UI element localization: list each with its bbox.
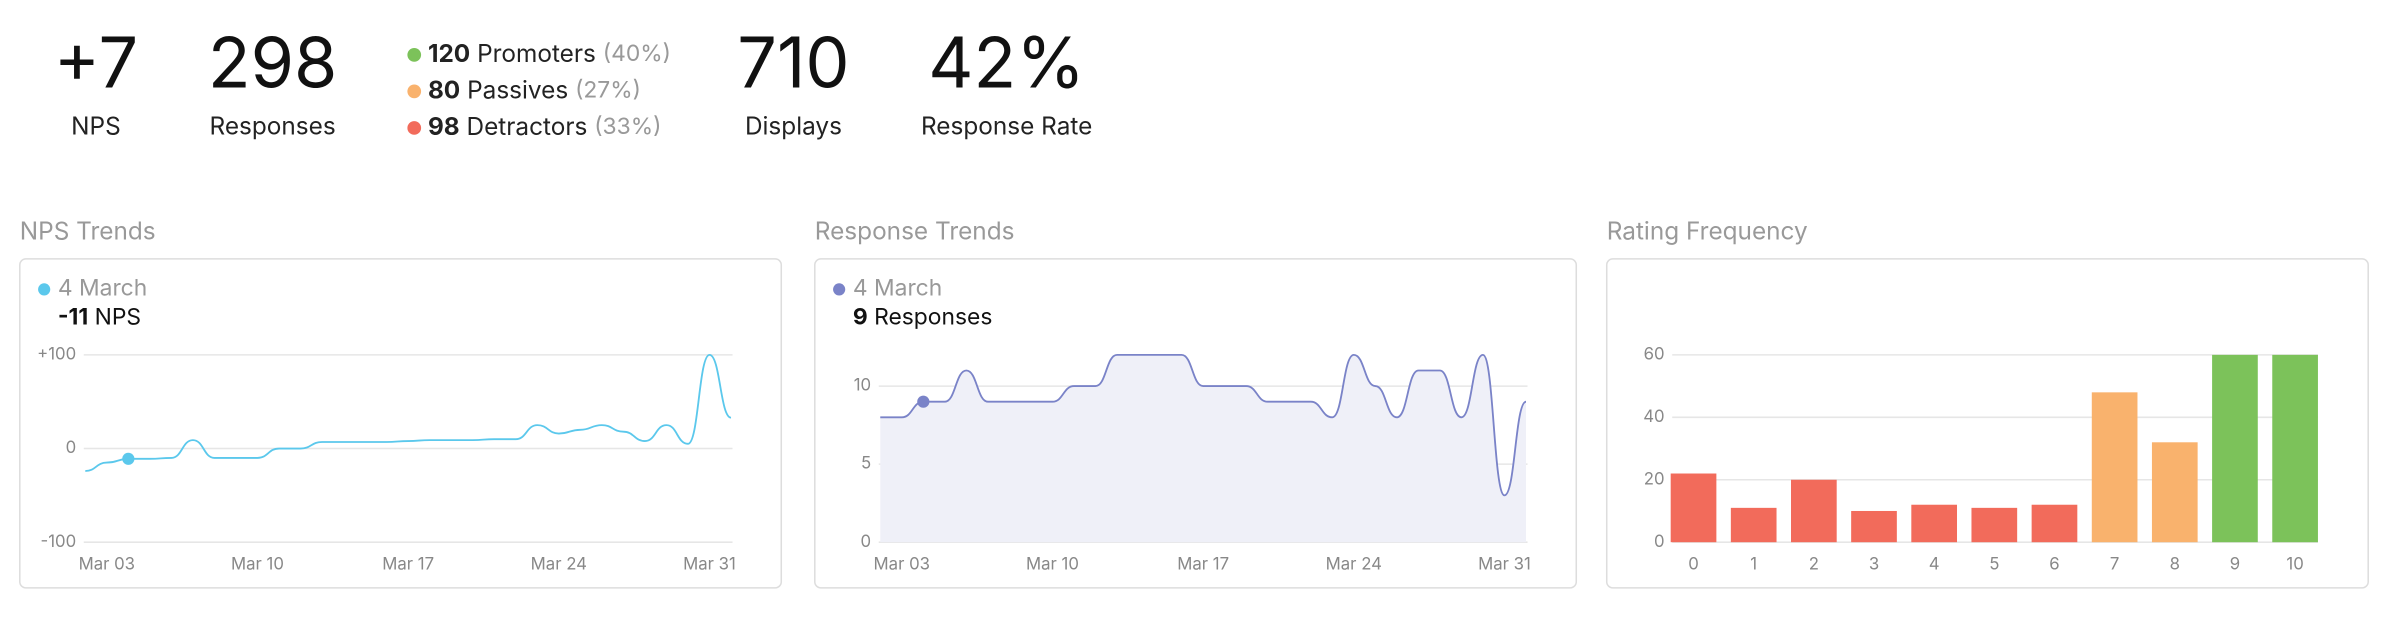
y-tick-label: -100 (40, 532, 76, 552)
y-tick-label: 10 (854, 376, 871, 396)
x-tick-label: 4 (1929, 555, 1940, 575)
stat-value: 42% (928, 20, 1085, 105)
y-tick-label: +100 (37, 344, 76, 364)
y-tick-label: 20 (1644, 469, 1665, 489)
x-tick-label: Mar 17 (382, 555, 434, 575)
x-tick-label: 5 (1989, 555, 1999, 575)
x-tick-label: 10 (2286, 555, 2303, 575)
x-tick-label: 7 (2110, 555, 2119, 575)
panel (814, 258, 1578, 589)
stat-label: Responses (210, 111, 336, 141)
value: -11 (58, 303, 88, 331)
area (880, 354, 1527, 543)
count: 98 (428, 111, 460, 141)
count: 120 (428, 38, 470, 68)
bar (1730, 507, 1777, 543)
x-tick-label: 1 (1750, 555, 1757, 575)
x-tick-label: 9 (2230, 555, 2240, 575)
panel-title: Response Trends (815, 216, 1015, 246)
stat-label: Displays (745, 111, 842, 141)
line (880, 353, 1527, 497)
x-tick-label: Mar 10 (1026, 555, 1079, 575)
y-tick-label: 40 (1643, 407, 1664, 427)
legend-dot (407, 47, 422, 62)
tooltip-date: 4 March (853, 274, 942, 302)
x-tick-label: Mar 17 (1177, 555, 1229, 575)
pct: (40%) (603, 39, 671, 67)
breakdown-item: 80 Passives (27%) (428, 74, 641, 104)
bar (1670, 473, 1717, 543)
tooltip-value: -11 NPS (58, 303, 141, 331)
x-tick-label: Mar 10 (231, 555, 284, 575)
point-marker (917, 395, 930, 408)
unit: Responses (874, 303, 992, 331)
x-tick-label: Mar 24 (531, 555, 587, 575)
value: 9 (853, 303, 868, 331)
panel (1605, 258, 2369, 589)
stat-label: Response Rate (921, 111, 1092, 141)
x-tick-label: Mar 31 (683, 555, 736, 575)
y-tick-label: 0 (1654, 532, 1665, 552)
panel (19, 258, 783, 589)
tooltip-value: 9 Responses (853, 303, 993, 331)
bar (1911, 504, 1958, 543)
label: Detractors (466, 111, 587, 141)
x-tick-label: Mar 03 (79, 555, 135, 575)
tooltip-dot (38, 283, 51, 296)
bar (1971, 507, 2018, 543)
count: 80 (428, 74, 460, 104)
x-tick-label: Mar 03 (874, 555, 930, 575)
stat-label: NPS (71, 111, 121, 141)
bar (2272, 354, 2318, 543)
bar (2212, 354, 2258, 543)
y-tick-label: 0 (861, 532, 872, 552)
bar (2031, 504, 2078, 543)
legend-dot (407, 84, 422, 99)
line (85, 353, 732, 472)
tooltip-date: 4 March (58, 274, 147, 302)
x-tick-label: 3 (1869, 555, 1879, 575)
legend-dot (407, 121, 422, 135)
tooltip-dot (833, 283, 846, 296)
x-tick-label: 6 (2049, 555, 2059, 575)
point-marker (122, 452, 135, 465)
stat-value: +7 (54, 20, 138, 105)
panel-title: NPS Trends (20, 216, 156, 246)
bar (2151, 442, 2198, 543)
breakdown-item: 98 Detractors (33%) (428, 111, 662, 141)
x-tick-label: 2 (1809, 555, 1819, 575)
breakdown-item: 120 Promoters (40%) (428, 38, 671, 68)
x-tick-label: Mar 24 (1326, 555, 1382, 575)
x-tick-label: 0 (1688, 555, 1699, 575)
x-tick-label: Mar 31 (1478, 555, 1531, 575)
pct: (33%) (594, 112, 661, 140)
stat-value: 298 (208, 20, 338, 105)
stat-value: 710 (737, 20, 849, 105)
label: Passives (467, 74, 568, 104)
unit: NPS (95, 303, 141, 331)
bar (1791, 479, 1837, 543)
label: Promoters (477, 38, 596, 68)
bar (1851, 510, 1897, 543)
x-tick-label: 8 (2170, 555, 2180, 575)
bar (2091, 392, 2138, 543)
panel-title: Rating Frequency (1607, 216, 1808, 246)
y-tick-label: 60 (1644, 344, 1665, 364)
y-tick-label: 5 (861, 454, 871, 474)
pct: (27%) (575, 76, 641, 104)
y-tick-label: 0 (66, 438, 77, 458)
